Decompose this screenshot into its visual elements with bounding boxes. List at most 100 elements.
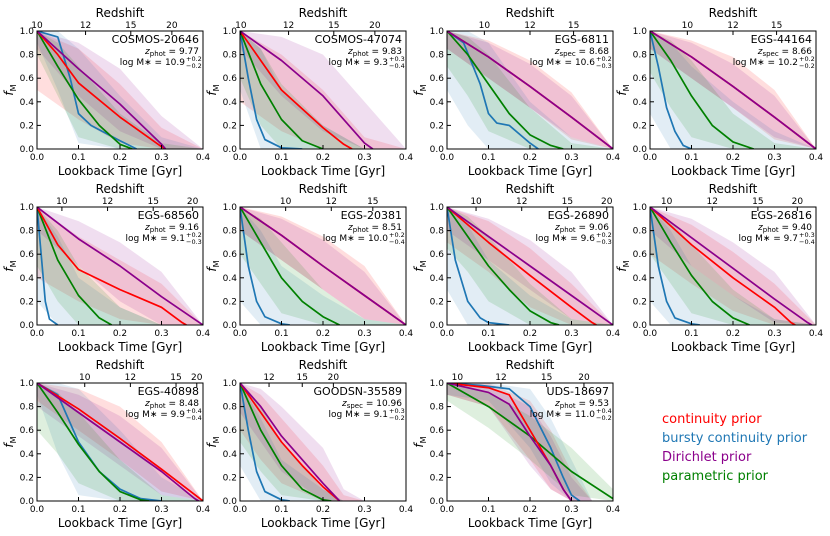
mass-value: log M∗ = 9.3 (329, 58, 388, 68)
x-axis-label: Lookback Time [Gyr] (671, 340, 795, 354)
x-tick-label: 0.4 (196, 505, 211, 515)
legend-entry-bursty: bursty continuity prior (662, 431, 808, 446)
y-axis-label: fM (205, 436, 221, 447)
y-tick-label: 0.4 (20, 450, 35, 460)
continuity-line (447, 207, 597, 325)
z-symbol: z (757, 47, 763, 57)
dirichlet-band (447, 31, 613, 149)
y-tick-label: 0.4 (223, 450, 238, 460)
dirichlet-line (240, 31, 374, 149)
bursty-line (37, 31, 137, 149)
x-tick-label: 0.2 (726, 329, 740, 339)
z-value: = 9.06 (576, 223, 610, 233)
x-tick-label: 0.0 (30, 329, 45, 339)
x-tick-label: 0.2 (316, 153, 330, 163)
y-axis-label-sub: M (9, 84, 18, 91)
y-tick-label: 0.6 (20, 426, 35, 436)
y-tick-label: 1.0 (20, 27, 35, 37)
mass-value: log M∗ = 11.0 (530, 410, 595, 420)
z-subscript: phot (150, 50, 166, 58)
redshift-tick-label: 12 (495, 373, 506, 383)
y-axis-label-sub: M (212, 84, 221, 91)
dirichlet-band (240, 383, 365, 501)
continuity-band (650, 207, 816, 325)
redshift-axis-label: Redshift (506, 358, 555, 372)
bursty-line (37, 207, 59, 325)
redshift-tick-label: 10 (479, 21, 491, 31)
y-tick-label: 0.2 (20, 473, 34, 483)
y-axis-label: fM (412, 260, 428, 271)
plot-area (240, 383, 365, 501)
x-tick-label: 0.3 (564, 153, 578, 163)
redshift-tick-label: 15 (297, 373, 308, 383)
plot-area (240, 31, 406, 149)
x-tick-label: 0.0 (643, 153, 658, 163)
plot-area (650, 207, 816, 325)
bursty-line (650, 207, 700, 325)
y-tick-label: 0.4 (223, 98, 238, 108)
y-axis-label-sub: M (622, 260, 631, 267)
x-tick-label: 0.2 (113, 329, 127, 339)
y-tick-label: 0.6 (223, 250, 238, 260)
x-tick-label: 0.2 (523, 329, 537, 339)
bursty-band (650, 31, 816, 149)
mass-error-down: −0.4 (186, 414, 202, 422)
x-tick-label: 0.0 (30, 505, 45, 515)
mass-error-up: +0.2 (186, 55, 202, 63)
plot-area (650, 31, 816, 149)
mass-error-up: +0.2 (799, 55, 815, 63)
redshift-tick-label: 15 (147, 197, 158, 207)
galaxy-name: EGS-20381 (341, 209, 402, 222)
y-axis-label: fM (412, 436, 428, 447)
dirichlet-line (37, 383, 200, 501)
mass-error-down: −0.3 (596, 62, 612, 70)
z-subscript: phot (353, 226, 369, 234)
x-tick-label: 0.0 (30, 153, 45, 163)
redshift-tick-label: 20 (792, 197, 804, 207)
bursty-band (240, 383, 344, 501)
y-tick-label: 1.0 (633, 27, 648, 37)
parametric-line (37, 207, 113, 325)
mass-value: log M∗ = 9.7 (739, 234, 798, 244)
y-tick-label: 0.4 (633, 274, 648, 284)
parametric-band (650, 31, 816, 149)
y-tick-label: 1.0 (20, 203, 35, 213)
plot-area (447, 207, 613, 325)
legend-entry-dirichlet: Dirichlet prior (662, 450, 752, 465)
redshift-value: zphot = 9.53 (554, 399, 609, 410)
redshift-value: zspec = 8.68 (554, 47, 610, 58)
plot-area (37, 207, 203, 325)
panel-egs-44164: 0.0 0.1 0.2 0.3 0.4 0.0 0.2 0.4 0.6 0.8 1.0 10 12 15 R… (615, 6, 823, 178)
continuity-line (37, 207, 187, 325)
y-tick-label: 0.8 (430, 403, 445, 413)
parametric-line (447, 31, 564, 149)
x-tick-label: 0.0 (643, 329, 658, 339)
x-tick-label: 0.4 (606, 329, 621, 339)
redshift-tick-label: 10 (470, 197, 482, 207)
y-tick-label: 0.8 (430, 51, 445, 61)
redshift-tick-label: 12 (516, 197, 527, 207)
parametric-line (240, 383, 332, 501)
redshift-tick-label: 12 (263, 373, 274, 383)
bursty-band (650, 207, 816, 325)
y-axis-label-sub: M (9, 436, 18, 443)
y-tick-label: 1.0 (223, 379, 238, 389)
z-symbol: z (347, 47, 353, 57)
x-tick-label: 0.3 (564, 329, 578, 339)
x-axis-label: Lookback Time [Gyr] (58, 164, 182, 178)
x-tick-label: 0.0 (440, 329, 455, 339)
mass-value: log M∗ = 9.6 (536, 234, 596, 244)
mass-error-up: +0.4 (186, 407, 202, 415)
bursty-line (240, 383, 290, 501)
y-tick-label: 0.2 (223, 297, 237, 307)
redshift-tick-label: 15 (752, 197, 763, 207)
redshift-tick-label: 20 (166, 21, 178, 31)
bursty-band (240, 207, 406, 325)
y-axis-label: fM (2, 84, 18, 95)
z-symbol: z (144, 223, 150, 233)
x-tick-label: 0.1 (481, 329, 495, 339)
redshift-value: zphot = 9.06 (554, 223, 609, 234)
mass-value: log M∗ = 10.6 (530, 58, 595, 68)
y-tick-label: 0.4 (633, 98, 648, 108)
y-tick-label: 0.6 (223, 426, 238, 436)
